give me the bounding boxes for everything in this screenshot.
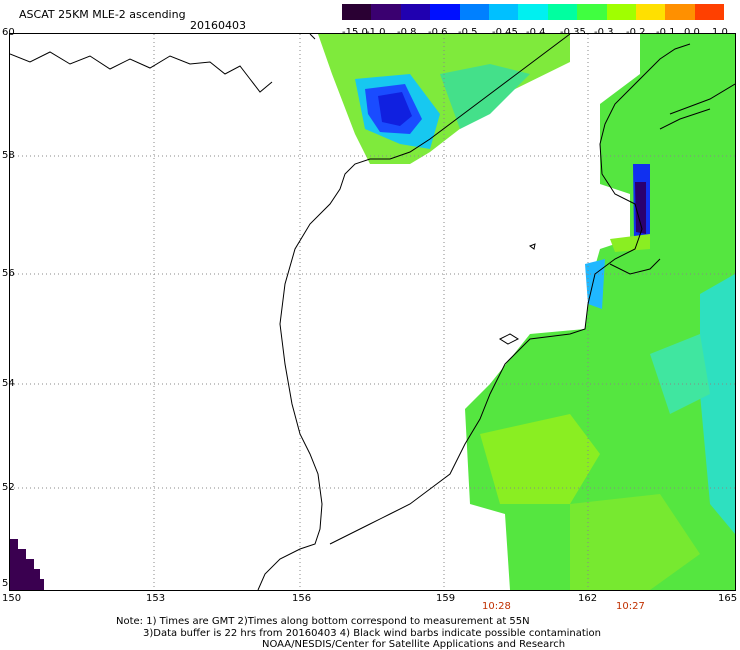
colorbar-swatch: [635, 4, 666, 20]
note-line-2: 3)Data buffer is 22 hrs from 20160403 4)…: [143, 628, 601, 639]
colorbar-label: -0.1: [656, 27, 676, 38]
coastline: [10, 34, 735, 590]
graticule: [10, 34, 735, 590]
lat-label: 54: [2, 378, 15, 389]
lat-label: 52: [2, 482, 15, 493]
map-title: ASCAT 25KM MLE-2 ascending: [19, 8, 186, 21]
colorbar-label: -15.0: [342, 27, 368, 38]
note-line-3: NOAA/NESDIS/Center for Satellite Applica…: [262, 639, 566, 650]
note-line-1: Note: 1) Times are GMT 2)Times along bot…: [116, 616, 530, 627]
colorbar-label: -0.4: [526, 27, 546, 38]
lon-label: 162: [578, 593, 598, 604]
time-label-2: 10:27: [616, 601, 645, 612]
colorbar-label: -0.35: [560, 27, 586, 38]
colorbar-swatch: [577, 4, 607, 20]
swath-east: [465, 34, 735, 590]
colorbar-label: -1.0: [366, 27, 386, 38]
colorbar: [342, 4, 725, 20]
colorbar-label: -0.3: [594, 27, 614, 38]
colorbar-swatch: [547, 4, 578, 20]
lat-label: 58: [2, 150, 15, 161]
lon-label: 159: [436, 593, 456, 604]
colorbar-label: -0.2: [626, 27, 646, 38]
lon-label: 150: [2, 593, 22, 604]
map-frame: [9, 33, 736, 591]
lon-label: 156: [292, 593, 312, 604]
colorbar-label: 1.0: [712, 27, 728, 38]
colorbar-label: -0.45: [492, 27, 518, 38]
colorbar-label: -0.8: [397, 27, 417, 38]
colorbar-swatch: [400, 4, 431, 20]
colorbar-swatch: [518, 4, 548, 20]
colorbar-swatch: [459, 4, 489, 20]
lat-label: 60: [2, 27, 15, 38]
colorbar-swatch: [488, 4, 519, 20]
lat-label: 56: [2, 268, 15, 279]
colorbar-swatch: [665, 4, 695, 20]
lon-label: 153: [146, 593, 166, 604]
colorbar-swatch: [430, 4, 460, 20]
colorbar-swatch: [606, 4, 636, 20]
colorbar-label: 0.0: [684, 27, 700, 38]
colorbar-swatch: [371, 4, 401, 20]
time-label-1: 10:28: [482, 601, 511, 612]
colorbar-label: -0.6: [428, 27, 448, 38]
lat-label: 5: [2, 578, 9, 589]
colorbar-label: -0.5: [458, 27, 478, 38]
colorbar-swatch: [694, 4, 725, 20]
lon-label: 165: [718, 593, 738, 604]
swath-corner: [10, 539, 44, 590]
map-canvas: [10, 34, 735, 590]
map-date: 20160403: [190, 19, 246, 32]
colorbar-swatch: [342, 4, 372, 20]
